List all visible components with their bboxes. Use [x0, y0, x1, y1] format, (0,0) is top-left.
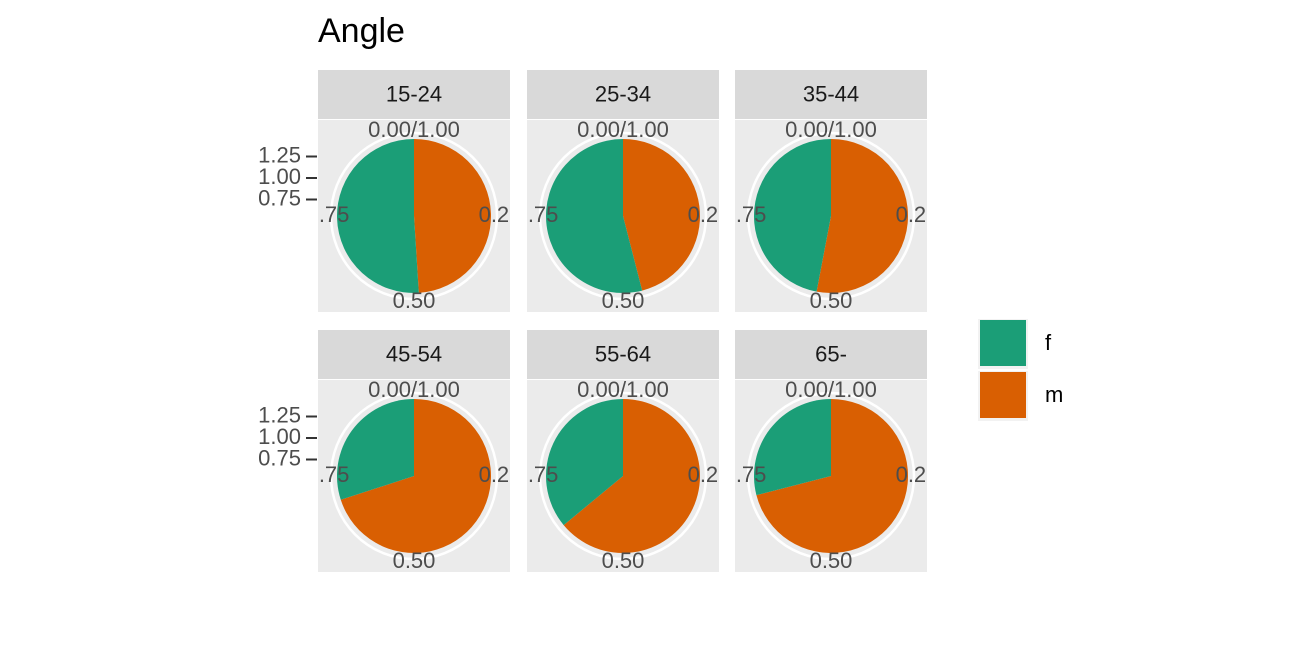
pie-slice — [754, 399, 831, 496]
pie-slice — [414, 139, 491, 293]
pie-slice — [337, 399, 414, 500]
strip — [318, 330, 510, 379]
grid-circle — [538, 131, 708, 301]
theta-tick-label: 0.00/1.00 — [785, 117, 877, 142]
theta-tick-label: 0.75 — [307, 462, 350, 487]
theta-tick-label: 0.50 — [602, 548, 645, 573]
grid-circle — [329, 391, 499, 561]
theta-tick-label: 0.75 — [724, 202, 767, 227]
y-tick-label: 0.75 — [258, 445, 301, 470]
panel-group: 0.00/1.00 0.25 0.50 0.75 — [516, 377, 731, 573]
pie-slice — [546, 399, 623, 526]
strip — [735, 70, 927, 119]
theta-tick-label: 0.25 — [479, 462, 522, 487]
theta-tick-label: 0.75 — [516, 462, 559, 487]
panel-group: 0.00/1.00 0.25 0.50 0.75 — [724, 117, 939, 313]
grid-circle — [538, 391, 708, 561]
theta-tick-label: 0.50 — [393, 288, 436, 313]
panel-group: 0.00/1.00 0.25 0.50 0.75 — [307, 117, 522, 313]
strip-label: 45-54 — [386, 341, 442, 366]
theta-tick-label: 0.00/1.00 — [577, 117, 669, 142]
theta-tick-label: 0.00/1.00 — [785, 377, 877, 402]
strip-label: 35-44 — [803, 81, 859, 106]
y-tick-label: 1.25 — [258, 402, 301, 427]
strip-label: 25-34 — [595, 81, 651, 106]
theta-tick-label: 0.00/1.00 — [368, 117, 460, 142]
y-tick-label: 1.00 — [258, 164, 301, 189]
strip-label: 55-64 — [595, 341, 651, 366]
pie-slice — [336, 139, 419, 293]
theta-tick-label: 0.50 — [393, 548, 436, 573]
legend-swatch — [980, 372, 1026, 418]
pie-slice — [756, 399, 908, 554]
theta-tick-label: 0.25 — [896, 202, 939, 227]
strip — [527, 70, 719, 119]
legend-label: f — [1045, 330, 1052, 355]
theta-tick-label: 0.00/1.00 — [577, 377, 669, 402]
pie-slice — [563, 399, 700, 553]
strip — [735, 330, 927, 379]
strip — [527, 330, 719, 379]
strip-label: 65- — [815, 341, 847, 366]
grid-circle — [329, 131, 499, 301]
theta-tick-label: 0.25 — [479, 202, 522, 227]
grid-circle — [746, 391, 916, 561]
theta-tick-label: 0.75 — [307, 202, 350, 227]
pie-slice — [623, 139, 700, 291]
panel-group: 0.00/1.00 0.25 0.50 0.75 — [516, 117, 731, 313]
panel-group: 0.00/1.00 0.25 0.50 0.75 — [724, 377, 939, 573]
y-tick-label: 0.75 — [258, 185, 301, 210]
panel-group: 0.00/1.00 0.25 0.50 0.75 — [307, 377, 522, 573]
theta-tick-label: 0.75 — [516, 202, 559, 227]
grid-circle — [746, 131, 916, 301]
chart-title: Angle — [318, 12, 405, 50]
legend-swatch — [980, 320, 1026, 366]
strip — [318, 70, 510, 119]
theta-tick-label: 0.25 — [896, 462, 939, 487]
y-tick-label: 1.00 — [258, 424, 301, 449]
y-tick-label: 1.25 — [258, 142, 301, 167]
theta-tick-label: 0.50 — [602, 288, 645, 313]
pie-slice — [546, 139, 643, 293]
strip-label: 15-24 — [386, 81, 442, 106]
theta-tick-label: 0.25 — [688, 202, 731, 227]
pie-slice — [754, 139, 831, 292]
legend-label: m — [1045, 382, 1063, 407]
theta-tick-label: 0.50 — [810, 288, 853, 313]
pie-slice — [816, 139, 909, 293]
theta-tick-label: 0.00/1.00 — [368, 377, 460, 402]
theta-tick-label: 0.75 — [724, 462, 767, 487]
theta-tick-label: 0.50 — [810, 548, 853, 573]
theta-tick-label: 0.25 — [688, 462, 731, 487]
pie-slice — [340, 399, 491, 553]
